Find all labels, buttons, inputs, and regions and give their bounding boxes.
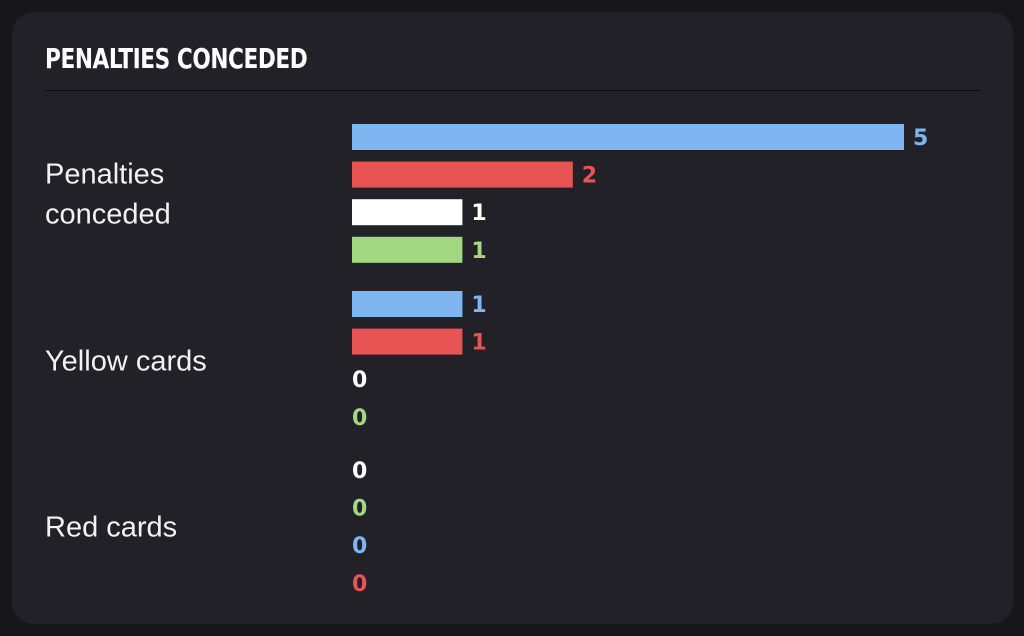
title-divider <box>45 90 980 91</box>
bar <box>352 328 463 355</box>
bar-value-label: 0 <box>352 497 367 522</box>
bar-value-label: 1 <box>471 331 486 356</box>
bar-value-label: 0 <box>352 459 367 484</box>
bar-value-label: 1 <box>471 239 486 264</box>
bar-value-label: 0 <box>352 406 367 431</box>
bar <box>352 124 904 150</box>
bar-value-label: 1 <box>471 293 486 318</box>
category-label-line: conceded <box>45 198 171 230</box>
bar-value-label: 1 <box>471 201 486 226</box>
category-label-line: Yellow cards <box>45 345 207 377</box>
bar-value-label: 0 <box>352 368 367 393</box>
category-label: Yellow cards <box>45 345 207 377</box>
bar-value-label: 0 <box>352 534 367 559</box>
card-title: PENALTIES CONCEDED <box>45 42 308 75</box>
bar-value-label: 5 <box>913 126 928 151</box>
category-label: Red cards <box>45 511 177 543</box>
bar <box>352 199 463 226</box>
bar-value-label: 2 <box>582 164 597 189</box>
penalties-card: PENALTIES CONCEDED <box>12 12 1013 624</box>
bar <box>352 291 463 317</box>
bar <box>352 236 463 263</box>
category-label-line: Penalties <box>45 158 164 190</box>
category-label: Penalties conceded <box>45 158 171 230</box>
bar-value-label: 0 <box>352 572 367 597</box>
bar <box>352 161 573 188</box>
category-label-line: Red cards <box>45 511 177 543</box>
